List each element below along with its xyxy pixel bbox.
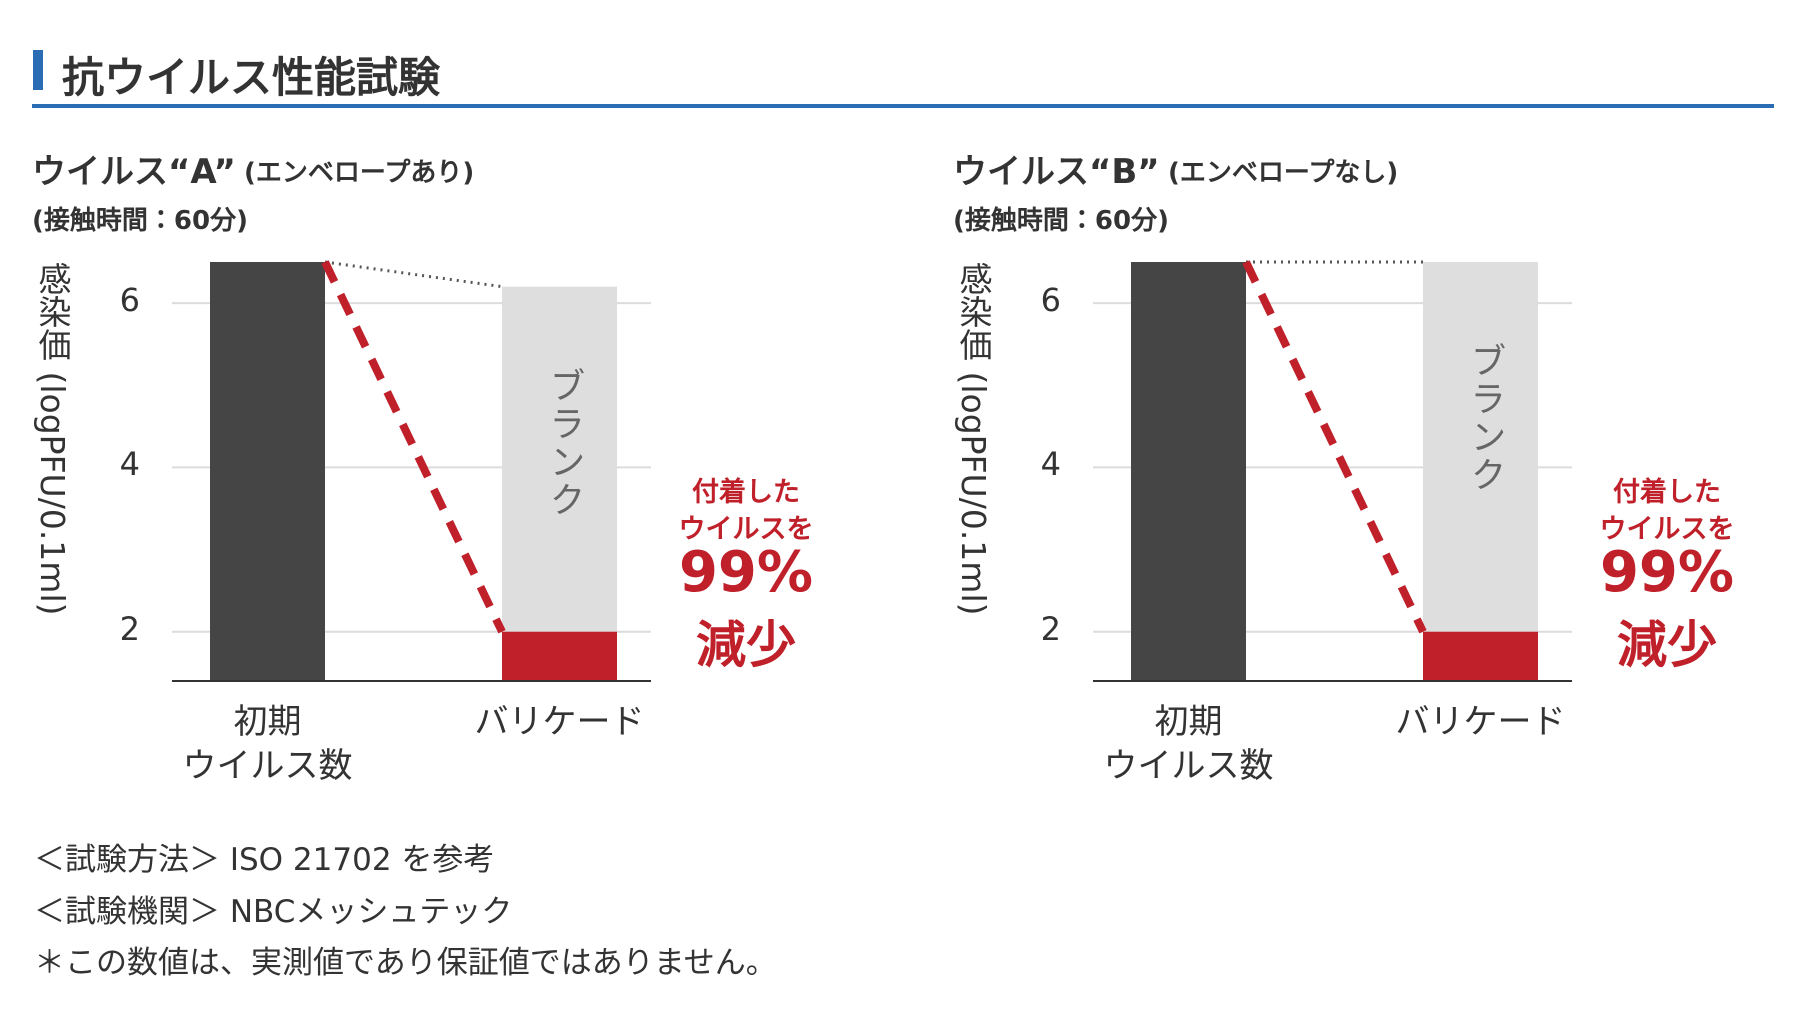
y-tick-label: 6 [119,281,140,320]
annotation-highlight: 減少 [696,616,796,674]
annotation-text: ウイルスを [1599,514,1735,545]
annotation-text: 付着した [692,477,800,508]
title-marker [33,50,43,90]
y-tick-label: 6 [1040,281,1061,320]
x-tick-label: バリケード [474,702,645,742]
blank-label: ブランク [543,366,585,519]
x-tick-label: 初期 ウイルス数 [182,702,353,786]
chart: ウイルス“B” (エンベロープなし) (接触時間：60分) 感染価 (logPFU/0… [921,0,1800,820]
chart-plot [172,260,651,682]
chart-plot [1093,260,1572,682]
y-axis-label: 感染価 (logPFU/0.1ml) [954,262,993,616]
chart-subtitle: (接触時間：60分) [32,206,248,236]
y-tick-label: 4 [1040,445,1061,484]
footnote: ＜試験機関＞ NBCメッシュテック [34,894,513,930]
reduction-connector [1242,260,1427,634]
x-tick-label: 初期 ウイルス数 [1103,702,1274,786]
chart-subtitle: (接触時間：60分) [953,206,1169,236]
y-tick-label: 2 [1040,609,1061,648]
page-title: 抗ウイルス性能試験 [62,53,441,102]
chart-title-note: (エンベロープあり) [244,158,475,188]
footnote: ＜試験方法＞ ISO 21702 を参考 [34,842,495,878]
reduction-connector [321,260,506,634]
bar [1423,631,1538,681]
bar [210,262,325,681]
bar [1131,262,1246,681]
blank-label: ブランク [1464,342,1506,494]
chart-title: ウイルス“B” [953,152,1160,192]
title-rule [32,104,1774,108]
blank-bar [502,286,617,681]
footnote: ＊この数値は、実測値であり保証値ではありません。 [34,945,777,981]
annotation-highlight: 99% [678,540,814,605]
bar [502,631,617,681]
annotation-text: ウイルスを [678,514,814,545]
blank-bar [1423,262,1538,681]
chart: ウイルス“A” (エンベロープあり) (接触時間：60分) 感染価 (logPFU/0… [0,0,880,820]
annotation-text: 付着した [1613,477,1721,508]
blank-connector [324,260,503,289]
chart-title-note: (エンベロープなし) [1168,158,1399,188]
y-tick-label: 2 [119,609,140,648]
x-tick-label: バリケード [1395,702,1566,742]
annotation-highlight: 減少 [1617,616,1717,674]
y-axis-label: 感染価 (logPFU/0.1ml) [33,262,72,616]
chart-title: ウイルス“A” [32,152,236,192]
y-tick-label: 4 [119,445,140,484]
annotation-highlight: 99% [1599,540,1735,605]
